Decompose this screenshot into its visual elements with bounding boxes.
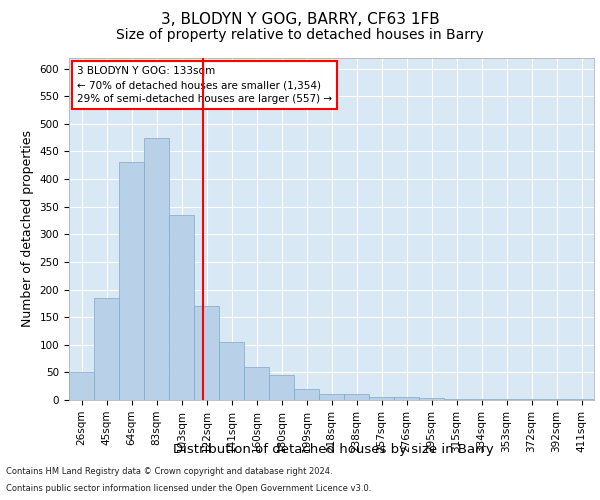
Bar — [344, 394, 369, 400]
Bar — [294, 389, 319, 400]
Bar — [444, 399, 469, 400]
Bar — [69, 372, 94, 400]
Bar — [319, 394, 344, 400]
Y-axis label: Number of detached properties: Number of detached properties — [21, 130, 34, 327]
Bar — [94, 298, 119, 400]
Bar — [219, 342, 244, 400]
Bar — [144, 138, 169, 400]
Bar — [394, 397, 419, 400]
Bar — [419, 398, 444, 400]
Text: Contains public sector information licensed under the Open Government Licence v3: Contains public sector information licen… — [6, 484, 371, 493]
Bar — [369, 397, 394, 400]
Bar — [269, 375, 294, 400]
Bar — [244, 367, 269, 400]
Bar — [119, 162, 144, 400]
Text: Size of property relative to detached houses in Barry: Size of property relative to detached ho… — [116, 28, 484, 42]
Bar — [169, 215, 194, 400]
Bar — [194, 306, 219, 400]
Text: 3 BLODYN Y GOG: 133sqm
← 70% of detached houses are smaller (1,354)
29% of semi-: 3 BLODYN Y GOG: 133sqm ← 70% of detached… — [77, 66, 332, 104]
Text: 3, BLODYN Y GOG, BARRY, CF63 1FB: 3, BLODYN Y GOG, BARRY, CF63 1FB — [161, 12, 439, 28]
Text: Distribution of detached houses by size in Barry: Distribution of detached houses by size … — [173, 442, 493, 456]
Text: Contains HM Land Registry data © Crown copyright and database right 2024.: Contains HM Land Registry data © Crown c… — [6, 468, 332, 476]
